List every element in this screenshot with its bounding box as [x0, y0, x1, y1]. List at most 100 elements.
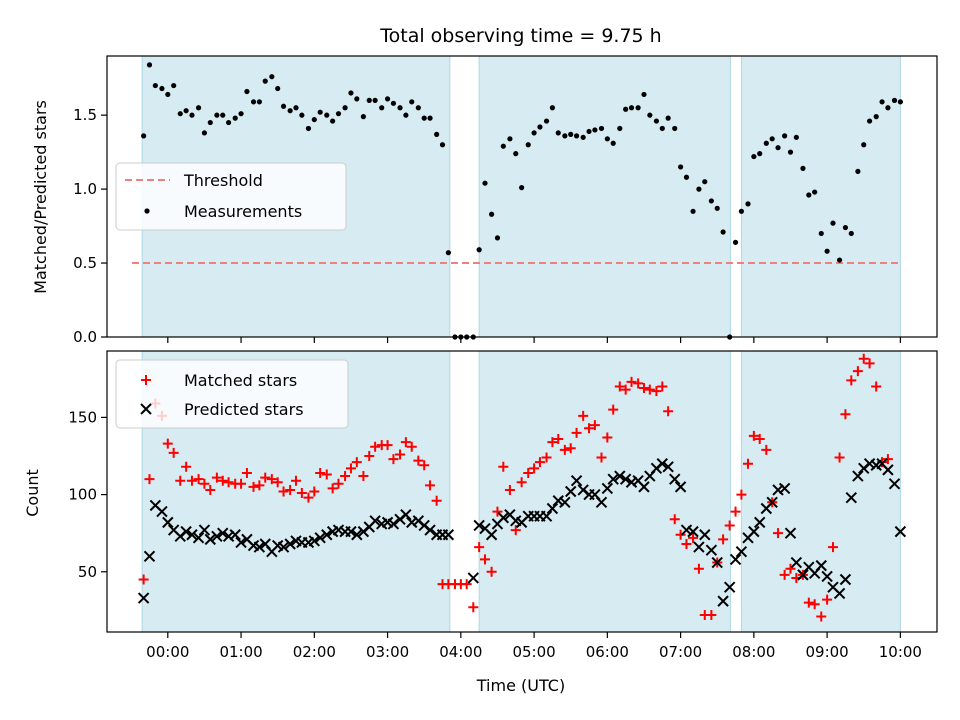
legend-threshold-label: Threshold	[183, 171, 263, 190]
matched-point	[565, 443, 576, 454]
matched-point	[882, 454, 893, 465]
predicted-point	[186, 529, 198, 541]
measurement-point	[146, 62, 153, 68]
xtick-label: 08:00	[732, 643, 775, 661]
measurement-point	[488, 211, 495, 217]
matched-point	[285, 484, 296, 495]
legend-matched-label: Matched stars	[184, 371, 297, 390]
measurement-point	[403, 112, 409, 118]
matched-point	[754, 434, 765, 445]
measurement-point	[287, 108, 293, 114]
top-legend: Threshold Measurements	[115, 162, 347, 231]
matched-point	[388, 454, 399, 465]
measurement-point	[592, 127, 598, 133]
bottom-series-1	[137, 458, 907, 607]
bottom-y-axis-label: Count	[23, 469, 42, 517]
matched-point	[614, 381, 625, 392]
measurement-point	[280, 103, 287, 109]
measurement-point	[238, 111, 244, 117]
predicted-point	[748, 525, 760, 538]
predicted-point	[314, 532, 326, 544]
top-y-axis-label: Matched/Predicted stars	[31, 100, 50, 294]
matched-point	[425, 480, 436, 491]
predicted-point	[284, 538, 296, 550]
matched-point	[602, 432, 613, 443]
matched-point	[761, 444, 772, 455]
matched-point	[236, 478, 247, 489]
legend-matched-swatch	[141, 375, 151, 385]
measurement-point	[366, 97, 372, 103]
measurement-point	[757, 151, 763, 157]
matched-point	[516, 477, 527, 488]
measurement-point	[818, 230, 824, 237]
predicted-point	[387, 518, 400, 530]
measurement-point	[775, 145, 781, 151]
matched-point	[541, 452, 552, 463]
predicted-point	[308, 535, 321, 547]
matched-point	[468, 602, 479, 613]
matched-point	[809, 599, 820, 610]
matched-point	[669, 514, 680, 525]
bottom-ytick-label: 50	[78, 563, 97, 581]
predicted-point	[570, 474, 583, 487]
xtick-label: 06:00	[586, 643, 629, 661]
predicted-point	[669, 473, 681, 485]
predicted-point	[400, 508, 412, 521]
predicted-point	[143, 550, 156, 563]
matched-point	[858, 353, 869, 364]
matched-point	[248, 481, 259, 492]
measurement-point	[250, 99, 257, 105]
matched-point	[260, 472, 271, 483]
measurement-point	[372, 97, 378, 103]
matched-point	[534, 457, 545, 468]
top-axes-frame	[106, 55, 938, 338]
matched-point	[730, 506, 741, 517]
predicted-point	[559, 496, 571, 509]
legend-measurement-swatch	[144, 208, 150, 214]
predicted-point	[565, 485, 577, 498]
xtick-label: 09:00	[805, 643, 848, 661]
matched-point	[620, 384, 631, 395]
matched-point	[296, 488, 307, 499]
measurement-point	[800, 165, 806, 171]
matched-point	[419, 460, 430, 471]
matched-point	[608, 404, 619, 415]
measurement-point	[867, 118, 873, 124]
matched-point	[529, 463, 540, 474]
measurement-point	[891, 97, 898, 103]
measurement-point	[751, 153, 757, 160]
matched-point	[364, 450, 375, 461]
matched-point	[504, 484, 515, 495]
measurement-point	[873, 114, 879, 120]
predicted-point	[424, 524, 436, 536]
measurement-point	[659, 125, 665, 132]
measurement-point	[855, 168, 861, 174]
measurement-point	[537, 124, 543, 130]
matched-point	[803, 597, 814, 608]
matched-point	[492, 506, 503, 517]
measurement-point	[617, 125, 623, 132]
measurement-point	[244, 88, 250, 95]
matched-point	[706, 610, 717, 621]
xtick-label: 05:00	[512, 643, 555, 661]
measurement-point	[494, 235, 501, 241]
measurement-point	[641, 91, 647, 98]
matched-point	[291, 475, 302, 486]
matched-point	[351, 457, 362, 468]
matched-point	[693, 563, 704, 574]
matched-point	[315, 467, 326, 478]
measurement-point	[390, 100, 397, 106]
measurement-point	[782, 133, 788, 139]
measurement-point	[317, 109, 323, 115]
matched-point	[211, 472, 222, 483]
matched-point	[675, 529, 686, 540]
matched-point	[498, 461, 509, 472]
measurement-point	[159, 85, 165, 92]
measurement-point	[635, 105, 641, 111]
matched-point	[345, 463, 356, 474]
measurement-point	[335, 111, 342, 117]
matched-point	[370, 441, 381, 452]
measurement-point	[830, 220, 836, 226]
predicted-point	[778, 482, 791, 495]
predicted-point	[735, 546, 748, 558]
